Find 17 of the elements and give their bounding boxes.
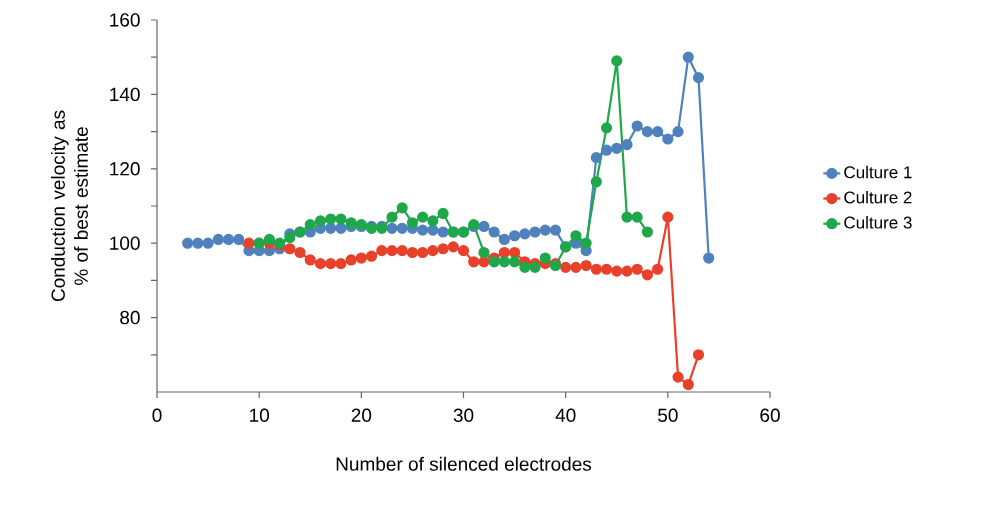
x-tick-label: 30: [453, 408, 474, 422]
y-tick-label: 80: [120, 310, 140, 325]
x-axis-title: Number of silenced electrodes: [336, 456, 592, 471]
x-tick-label: 0: [152, 408, 162, 422]
legend-label: Culture 3: [844, 216, 912, 229]
y-tick-label: 120: [110, 162, 140, 176]
y-tick-label: 160: [110, 13, 140, 27]
legend-label: Culture 2: [844, 190, 912, 204]
y-tick-label: 140: [110, 87, 140, 102]
x-tick-label: 40: [555, 408, 576, 422]
x-tick-label: 20: [351, 408, 372, 422]
legend-label: Culture 1: [844, 165, 912, 179]
y-axis-title: Conduction velocity as % of best estimate: [50, 110, 88, 302]
x-tick-label: 50: [658, 408, 678, 422]
x-tick-label: 10: [250, 408, 269, 422]
x-tick-label: 60: [760, 408, 780, 422]
y-tick-label: 100: [110, 236, 140, 250]
